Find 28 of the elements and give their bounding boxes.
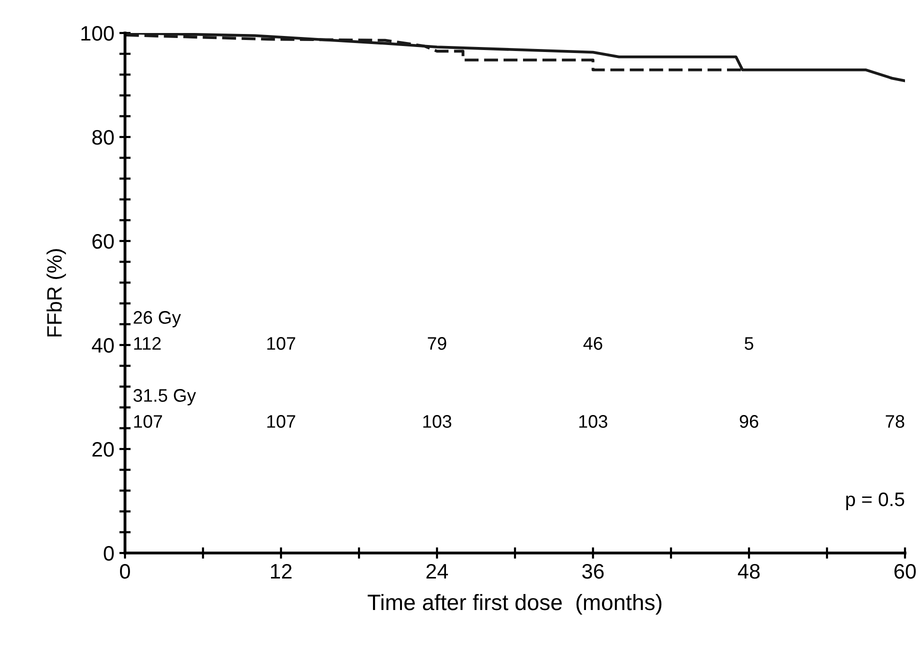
x-tick-label: 12: [271, 564, 292, 579]
y-tick-label: 80: [92, 130, 114, 145]
annotation: 96: [740, 415, 758, 428]
annotation: 107: [267, 415, 296, 428]
annotation: 103: [423, 415, 452, 428]
annotation: 26 Gy: [134, 311, 181, 328]
x-axis-title: Time after first dose (months): [368, 594, 662, 615]
x-tick-label: 24: [426, 564, 448, 579]
annotation: 78: [886, 415, 904, 428]
x-tick-label: 48: [738, 564, 760, 579]
annotation: 112: [134, 337, 161, 350]
annotation: 107: [134, 415, 162, 428]
x-tick-label: 36: [582, 564, 604, 579]
annotation: 5: [744, 337, 754, 350]
y-tick-label: 40: [92, 338, 114, 353]
y-axis-title: FFbR (%): [46, 249, 66, 336]
y-tick-label: 0: [104, 546, 114, 561]
annotation: 107: [267, 337, 296, 350]
annotation: p = 0.5: [846, 492, 904, 510]
annotation: 46: [583, 337, 602, 350]
annotation: 103: [579, 415, 608, 428]
x-tick-label: 60: [894, 564, 916, 579]
y-tick-label: 100: [81, 26, 114, 41]
annotation: 31.5 Gy: [133, 389, 196, 406]
annotation: 79: [428, 337, 446, 350]
y-tick-label: 20: [92, 442, 114, 457]
x-tick-label: 0: [120, 564, 130, 579]
y-tick-label: 60: [92, 234, 114, 249]
